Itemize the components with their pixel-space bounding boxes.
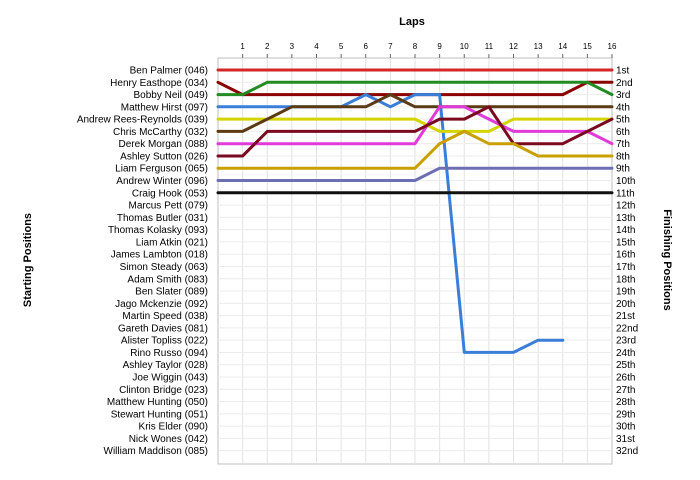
x-tick-label: 9: [437, 42, 442, 51]
finishing-position-label: 11th: [616, 188, 635, 199]
finishing-position-label: 22nd: [616, 323, 638, 334]
starting-position-label: Chris McCarthy (032): [113, 127, 208, 138]
starting-position-label: Marcus Pett (079): [129, 201, 208, 212]
finishing-position-label: 5th: [616, 115, 630, 126]
finishing-position-label: 6th: [616, 127, 630, 138]
starting-position-label: Simon Steady (063): [120, 262, 208, 273]
starting-position-label: Bobby Neil (049): [134, 90, 208, 101]
x-ticks: 1 2 3 4 5 6 7 8 9 10 11 12 13 14 15 16: [240, 42, 617, 58]
finishing-position-label: 31st: [616, 434, 635, 445]
x-tick-label: 16: [608, 42, 617, 51]
x-tick-label: 3: [290, 42, 295, 51]
starting-position-label: Henry Easthope (034): [110, 78, 208, 89]
x-tick-label: 15: [583, 42, 592, 51]
finishing-position-label: 3rd: [616, 90, 630, 101]
series-line: [216, 105, 614, 146]
starting-position-label: Matthew Hunting (050): [107, 397, 208, 408]
starting-position-label: Stewart Hunting (051): [111, 409, 208, 420]
starting-position-label: Clinton Bridge (023): [119, 385, 208, 396]
x-tick-label: 11: [485, 42, 494, 51]
finishing-labels: 1st2nd3rd4th5th6th7th8th9th10th11th12th1…: [616, 66, 638, 458]
finishing-position-label: 4th: [616, 102, 630, 113]
finishing-position-label: 28th: [616, 397, 635, 408]
chart-title: Laps: [399, 16, 425, 28]
starting-position-label: Jago Mckenzie (092): [115, 299, 208, 310]
finishing-position-label: 18th: [616, 274, 635, 285]
starting-position-label: Ashley Taylor (028): [123, 360, 208, 371]
series-line: [216, 80, 614, 97]
starting-position-label: Rino Russo (094): [130, 348, 208, 359]
finishing-position-label: 25th: [616, 360, 635, 371]
finishing-position-label: 15th: [616, 237, 635, 248]
x-tick-label: 12: [509, 42, 518, 51]
starting-position-label: Ben Palmer (046): [130, 66, 208, 77]
starting-position-label: Alister Topliss (022): [121, 336, 208, 347]
series-lines: [216, 68, 614, 354]
finishing-position-label: 20th: [616, 299, 635, 310]
starting-position-label: Matthew Hirst (097): [121, 102, 208, 113]
finishing-position-label: 24th: [616, 348, 635, 359]
finishing-position-label: 12th: [616, 201, 635, 212]
finishing-position-label: 14th: [616, 225, 635, 236]
finishing-position-label: 23rd: [616, 336, 636, 347]
x-tick-label: 7: [388, 42, 393, 51]
starting-labels: Ben Palmer (046)Henry Easthope (034)Bobb…: [77, 66, 208, 458]
x-tick-label: 6: [364, 42, 369, 51]
finishing-position-label: 21st: [616, 311, 635, 322]
starting-position-label: Liam Atkin (021): [136, 237, 208, 248]
starting-position-label: Craig Hook (053): [132, 188, 208, 199]
x-tick-label: 5: [339, 42, 344, 51]
starting-position-label: Ashley Sutton (026): [120, 151, 208, 162]
right-axis-label: Finishing Positions: [661, 209, 673, 310]
x-tick-label: 10: [460, 42, 469, 51]
starting-position-label: Martin Speed (038): [122, 311, 208, 322]
starting-position-label: Andrew Winter (096): [116, 176, 208, 187]
starting-position-label: Nick Wones (042): [129, 434, 208, 445]
finishing-position-label: 10th: [616, 176, 635, 187]
finishing-position-label: 17th: [616, 262, 635, 273]
finishing-position-label: 26th: [616, 373, 635, 384]
x-tick-label: 13: [534, 42, 543, 51]
finishing-position-label: 16th: [616, 250, 635, 261]
finishing-position-label: 27th: [616, 385, 635, 396]
finishing-position-label: 32nd: [616, 446, 638, 457]
starting-position-label: Thomas Butler (031): [117, 213, 208, 224]
starting-position-label: Thomas Kolasky (093): [108, 225, 208, 236]
finishing-position-label: 7th: [616, 139, 630, 150]
x-tick-label: 1: [240, 42, 245, 51]
series-line: [216, 166, 614, 182]
series-line: [216, 93, 565, 354]
starting-position-label: Ben Slater (089): [135, 287, 208, 298]
series-line: [216, 117, 614, 133]
starting-position-label: James Lambton (018): [111, 250, 208, 261]
starting-position-label: Derek Morgan (088): [119, 139, 208, 150]
finishing-position-label: 13th: [616, 213, 635, 224]
x-tick-label: 14: [558, 42, 567, 51]
starting-position-label: Joe Wiggin (043): [132, 373, 208, 384]
x-tick-label: 4: [314, 42, 319, 51]
starting-position-label: Liam Ferguson (065): [115, 164, 208, 175]
finishing-position-label: 19th: [616, 287, 635, 298]
series-line: [216, 129, 614, 170]
series-line: [216, 105, 614, 158]
series-line: [216, 93, 614, 133]
starting-position-label: Gareth Davies (081): [118, 323, 208, 334]
finishing-position-label: 1st: [616, 66, 630, 77]
starting-position-label: Kris Elder (090): [139, 422, 208, 433]
x-tick-label: 8: [413, 42, 418, 51]
starting-position-label: William Maddison (085): [104, 446, 208, 457]
starting-position-label: Adam Smith (083): [127, 274, 208, 285]
x-tick-label: 2: [265, 42, 270, 51]
finishing-position-label: 30th: [616, 422, 635, 433]
finishing-position-label: 8th: [616, 151, 630, 162]
finishing-position-label: 2nd: [616, 78, 633, 89]
finishing-position-label: 29th: [616, 409, 635, 420]
finishing-position-label: 9th: [616, 164, 630, 175]
left-axis-label: Starting Positions: [22, 213, 34, 307]
starting-position-label: Andrew Rees-Reynolds (039): [77, 115, 208, 126]
